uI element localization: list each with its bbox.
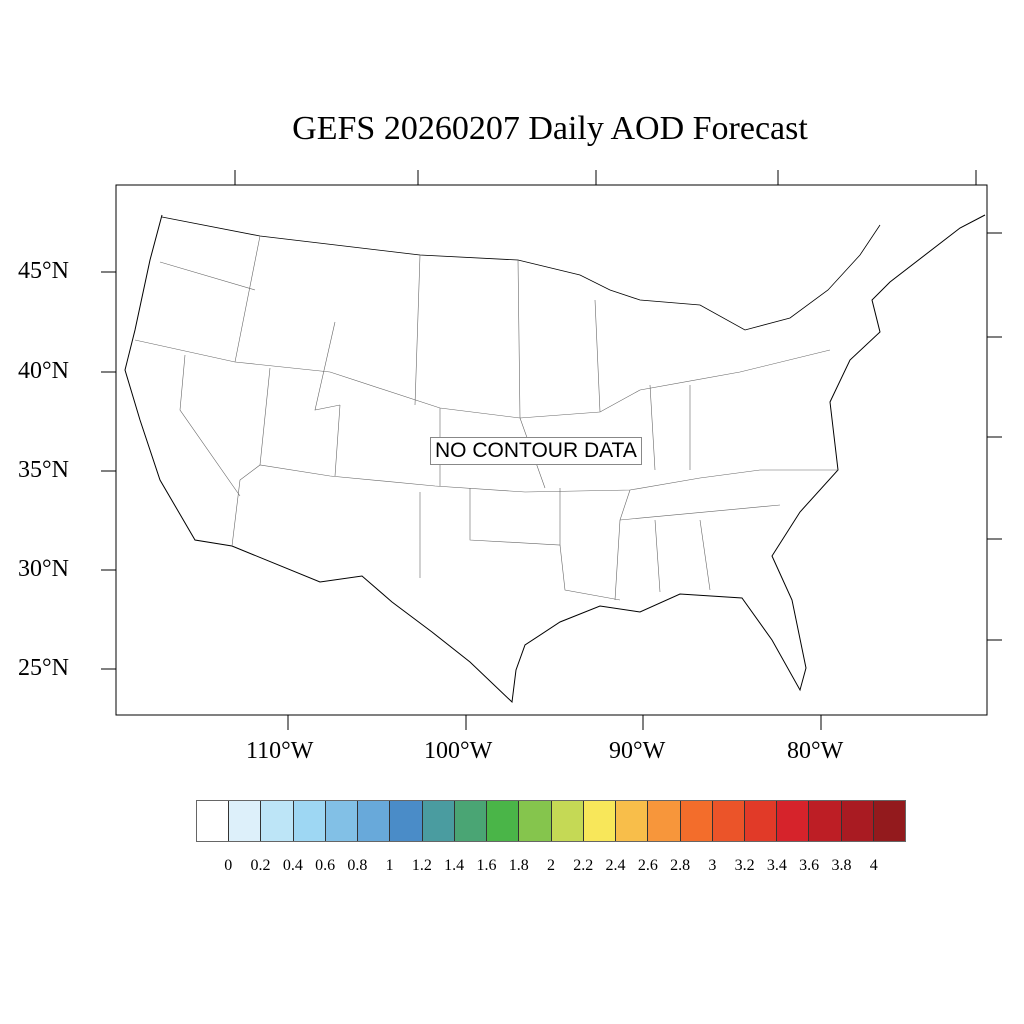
- canada-border: [161, 216, 881, 331]
- map-title: GEFS 20260207 Daily AOD Forecast: [292, 110, 808, 147]
- colorbar-box: [197, 801, 230, 841]
- colorbar-box: [583, 801, 617, 841]
- colorbar-box: [422, 801, 455, 841]
- lon-label-80w: 80°W: [787, 738, 844, 764]
- colorbar-box: [777, 801, 810, 841]
- colorbar-box: [744, 801, 778, 841]
- colorbar-label: 0: [224, 857, 233, 874]
- colorbar-label: 3.4: [766, 857, 787, 874]
- state-borders: [134, 235, 838, 601]
- us-outline: [124, 214, 986, 704]
- colorbar-label: 1.6: [476, 857, 497, 874]
- colorbar-box: [551, 801, 584, 841]
- colorbar-label: 3.2: [734, 857, 755, 874]
- colorbar-label: 2: [547, 857, 555, 874]
- colorbar-label: 1.4: [444, 857, 465, 874]
- lon-label-110w: 110°W: [246, 738, 314, 764]
- colorbar-box: [358, 801, 391, 841]
- lat-label-25: 25°N: [18, 655, 69, 681]
- lat-label-40: 40°N: [18, 358, 69, 384]
- colorbar-label: 2.6: [637, 857, 658, 874]
- colorbar-box: [229, 801, 262, 841]
- colorbar-label: 2.8: [670, 857, 691, 874]
- lat-label-30: 30°N: [18, 556, 69, 582]
- colorbar-box: [680, 801, 713, 841]
- colorbar-box: [712, 801, 745, 841]
- colorbar-box: [841, 801, 874, 841]
- colorbar-box: [873, 801, 906, 841]
- colorbar-box: [390, 801, 423, 841]
- colorbar-label: 3.6: [799, 857, 820, 874]
- colorbar-label: 0.4: [282, 857, 303, 874]
- colorbar-label: 1.2: [411, 857, 432, 874]
- colorbar-box: [809, 801, 842, 841]
- colorbar-box: [293, 801, 326, 841]
- colorbar-label: 3.8: [831, 857, 852, 874]
- colorbar-label: 1.8: [508, 857, 529, 874]
- colorbar-label: 3: [708, 857, 717, 874]
- colorbar: [196, 800, 906, 842]
- colorbar-label: 2.4: [605, 857, 626, 874]
- colorbar-box: [648, 801, 681, 841]
- map-frame: [115, 184, 988, 716]
- lat-label-45: 45°N: [18, 258, 69, 284]
- colorbar-box: [519, 801, 552, 841]
- lat-label-35: 35°N: [18, 457, 69, 483]
- colorbar-label: 0.6: [315, 857, 336, 874]
- lon-label-100w: 100°W: [424, 738, 493, 764]
- colorbar-box: [487, 801, 520, 841]
- colorbar-box: [325, 801, 359, 841]
- colorbar-box: [616, 801, 649, 841]
- colorbar-label: 1: [385, 857, 394, 874]
- colorbar-label: 4: [869, 857, 878, 874]
- colorbar-label: 2.2: [573, 857, 594, 874]
- lon-label-90w: 90°W: [609, 738, 666, 764]
- colorbar-box: [261, 801, 294, 841]
- colorbar-box: [454, 801, 488, 841]
- colorbar-label: 0.8: [347, 857, 368, 874]
- colorbar-label: 0.2: [250, 857, 271, 874]
- no-contour-data-label: NO CONTOUR DATA: [430, 437, 642, 465]
